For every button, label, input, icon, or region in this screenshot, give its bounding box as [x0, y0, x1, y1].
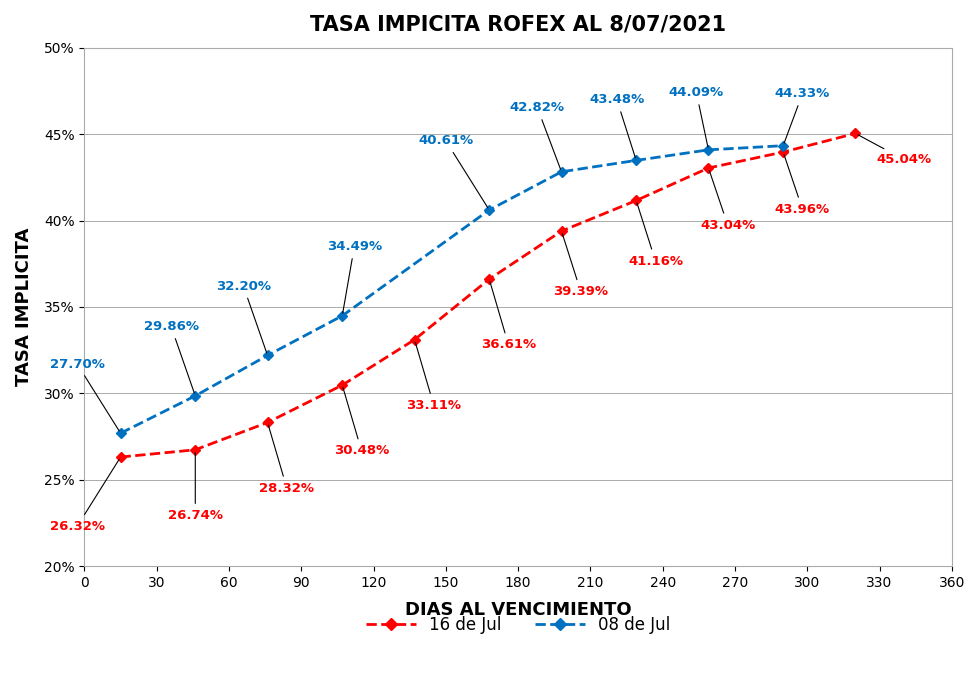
Text: 43.48%: 43.48% — [589, 94, 645, 158]
Text: 32.20%: 32.20% — [216, 280, 271, 353]
Text: 43.96%: 43.96% — [775, 155, 830, 216]
Title: TASA IMPICITA ROFEX AL 8/07/2021: TASA IMPICITA ROFEX AL 8/07/2021 — [310, 15, 726, 35]
Text: 29.86%: 29.86% — [144, 320, 199, 393]
Text: 28.32%: 28.32% — [260, 425, 315, 495]
Text: 33.11%: 33.11% — [407, 342, 462, 412]
Text: 30.48%: 30.48% — [334, 388, 389, 457]
Legend: 16 de Jul, 08 de Jul: 16 de Jul, 08 de Jul — [359, 610, 677, 641]
Text: 44.09%: 44.09% — [669, 87, 724, 147]
Text: 45.04%: 45.04% — [858, 134, 931, 166]
Text: 39.39%: 39.39% — [554, 234, 609, 298]
Text: 41.16%: 41.16% — [628, 203, 683, 267]
Y-axis label: TASA IMPLICITA: TASA IMPLICITA — [15, 228, 33, 386]
Text: 44.33%: 44.33% — [775, 87, 830, 143]
Text: 36.61%: 36.61% — [481, 282, 536, 351]
Text: 43.04%: 43.04% — [700, 170, 756, 231]
Text: 40.61%: 40.61% — [418, 134, 488, 208]
Text: 26.74%: 26.74% — [168, 453, 222, 522]
Text: 42.82%: 42.82% — [510, 101, 564, 169]
Text: 27.70%: 27.70% — [50, 358, 120, 431]
Text: 26.32%: 26.32% — [50, 459, 120, 533]
Text: 34.49%: 34.49% — [326, 240, 382, 313]
X-axis label: DIAS AL VENCIMIENTO: DIAS AL VENCIMIENTO — [405, 601, 631, 619]
